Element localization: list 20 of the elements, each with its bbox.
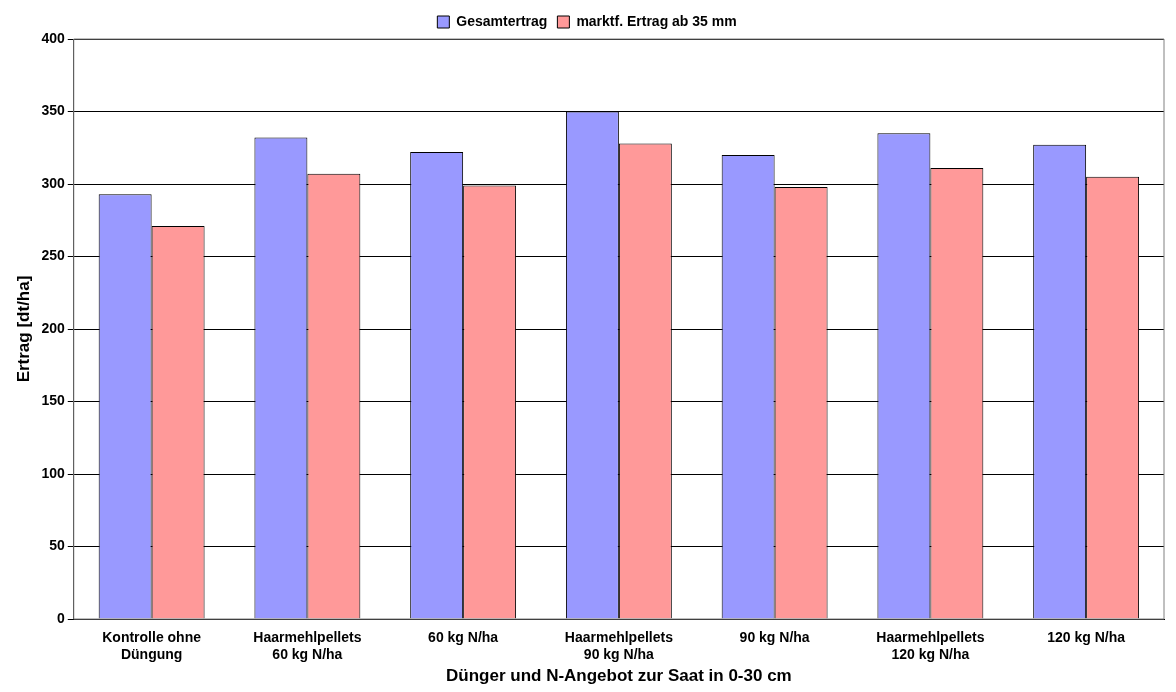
x-tick-label: Kontrolle ohne Düngung [102, 629, 202, 663]
y-tick-label: 400 [41, 29, 65, 46]
y-tick-label: 350 [41, 102, 65, 119]
x-tick-label: Haarmehlpellets 120 kg N/ha [876, 629, 985, 663]
legend-label: Gesamtertrag [456, 12, 548, 29]
x-tick-label: 120 kg N/ha [1047, 629, 1126, 646]
y-tick-label: 300 [41, 174, 65, 191]
y-axis-title: Ertrag [dt/ha] [13, 275, 33, 383]
y-tick-label: 100 [41, 464, 65, 481]
y-tick-label: 50 [49, 537, 65, 554]
y-tick-label: 250 [41, 247, 65, 264]
y-tick-label: 150 [41, 392, 65, 409]
x-tick-label: Haarmehlpellets 60 kg N/ha [253, 629, 362, 663]
legend-label: marktf. Ertrag ab 35 mm [576, 12, 737, 29]
x-axis-title: Dünger und N-Angebot zur Saat in 0-30 cm [446, 666, 792, 686]
y-tick-label: 200 [41, 319, 65, 336]
y-tick-label: 0 [56, 609, 65, 626]
x-tick-label: Haarmehlpellets 90 kg N/ha [564, 629, 674, 663]
x-tick-label: 90 kg N/ha [739, 629, 810, 646]
x-tick-label: 60 kg N/ha [428, 629, 499, 646]
